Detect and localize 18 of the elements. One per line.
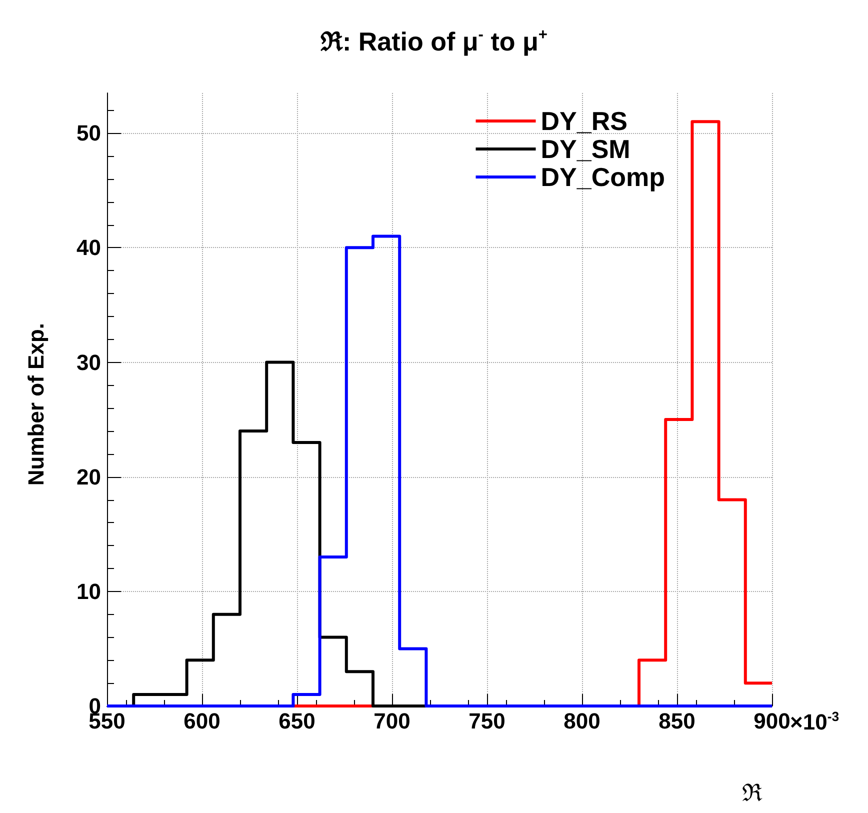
- chart-title: ℜ: Ratio of μ- to μ+: [320, 26, 548, 56]
- y-tick-label: 10: [76, 578, 101, 604]
- x-tick-label: 800: [564, 708, 600, 734]
- y-tick-label: 30: [76, 350, 101, 375]
- legend-label: DY_SM: [540, 134, 630, 164]
- y-tick-label: 40: [76, 235, 101, 260]
- legend-label: DY_Comp: [540, 162, 666, 192]
- y-tick-label: 50: [76, 120, 101, 146]
- x-axis-title: ℜ: [742, 779, 763, 807]
- x-tick-label: 850: [658, 708, 696, 734]
- y-axis-title: Number of Exp.: [24, 323, 48, 486]
- x-tick-label: 750: [468, 708, 506, 734]
- legend-label: DY_RS: [540, 106, 628, 136]
- x-tick-label: 600: [184, 708, 220, 734]
- y-tick-label: 20: [76, 464, 101, 490]
- x-tick-label: 700: [374, 708, 410, 734]
- x-tick-label: 900: [754, 708, 790, 734]
- x-tick-label: 650: [278, 708, 316, 734]
